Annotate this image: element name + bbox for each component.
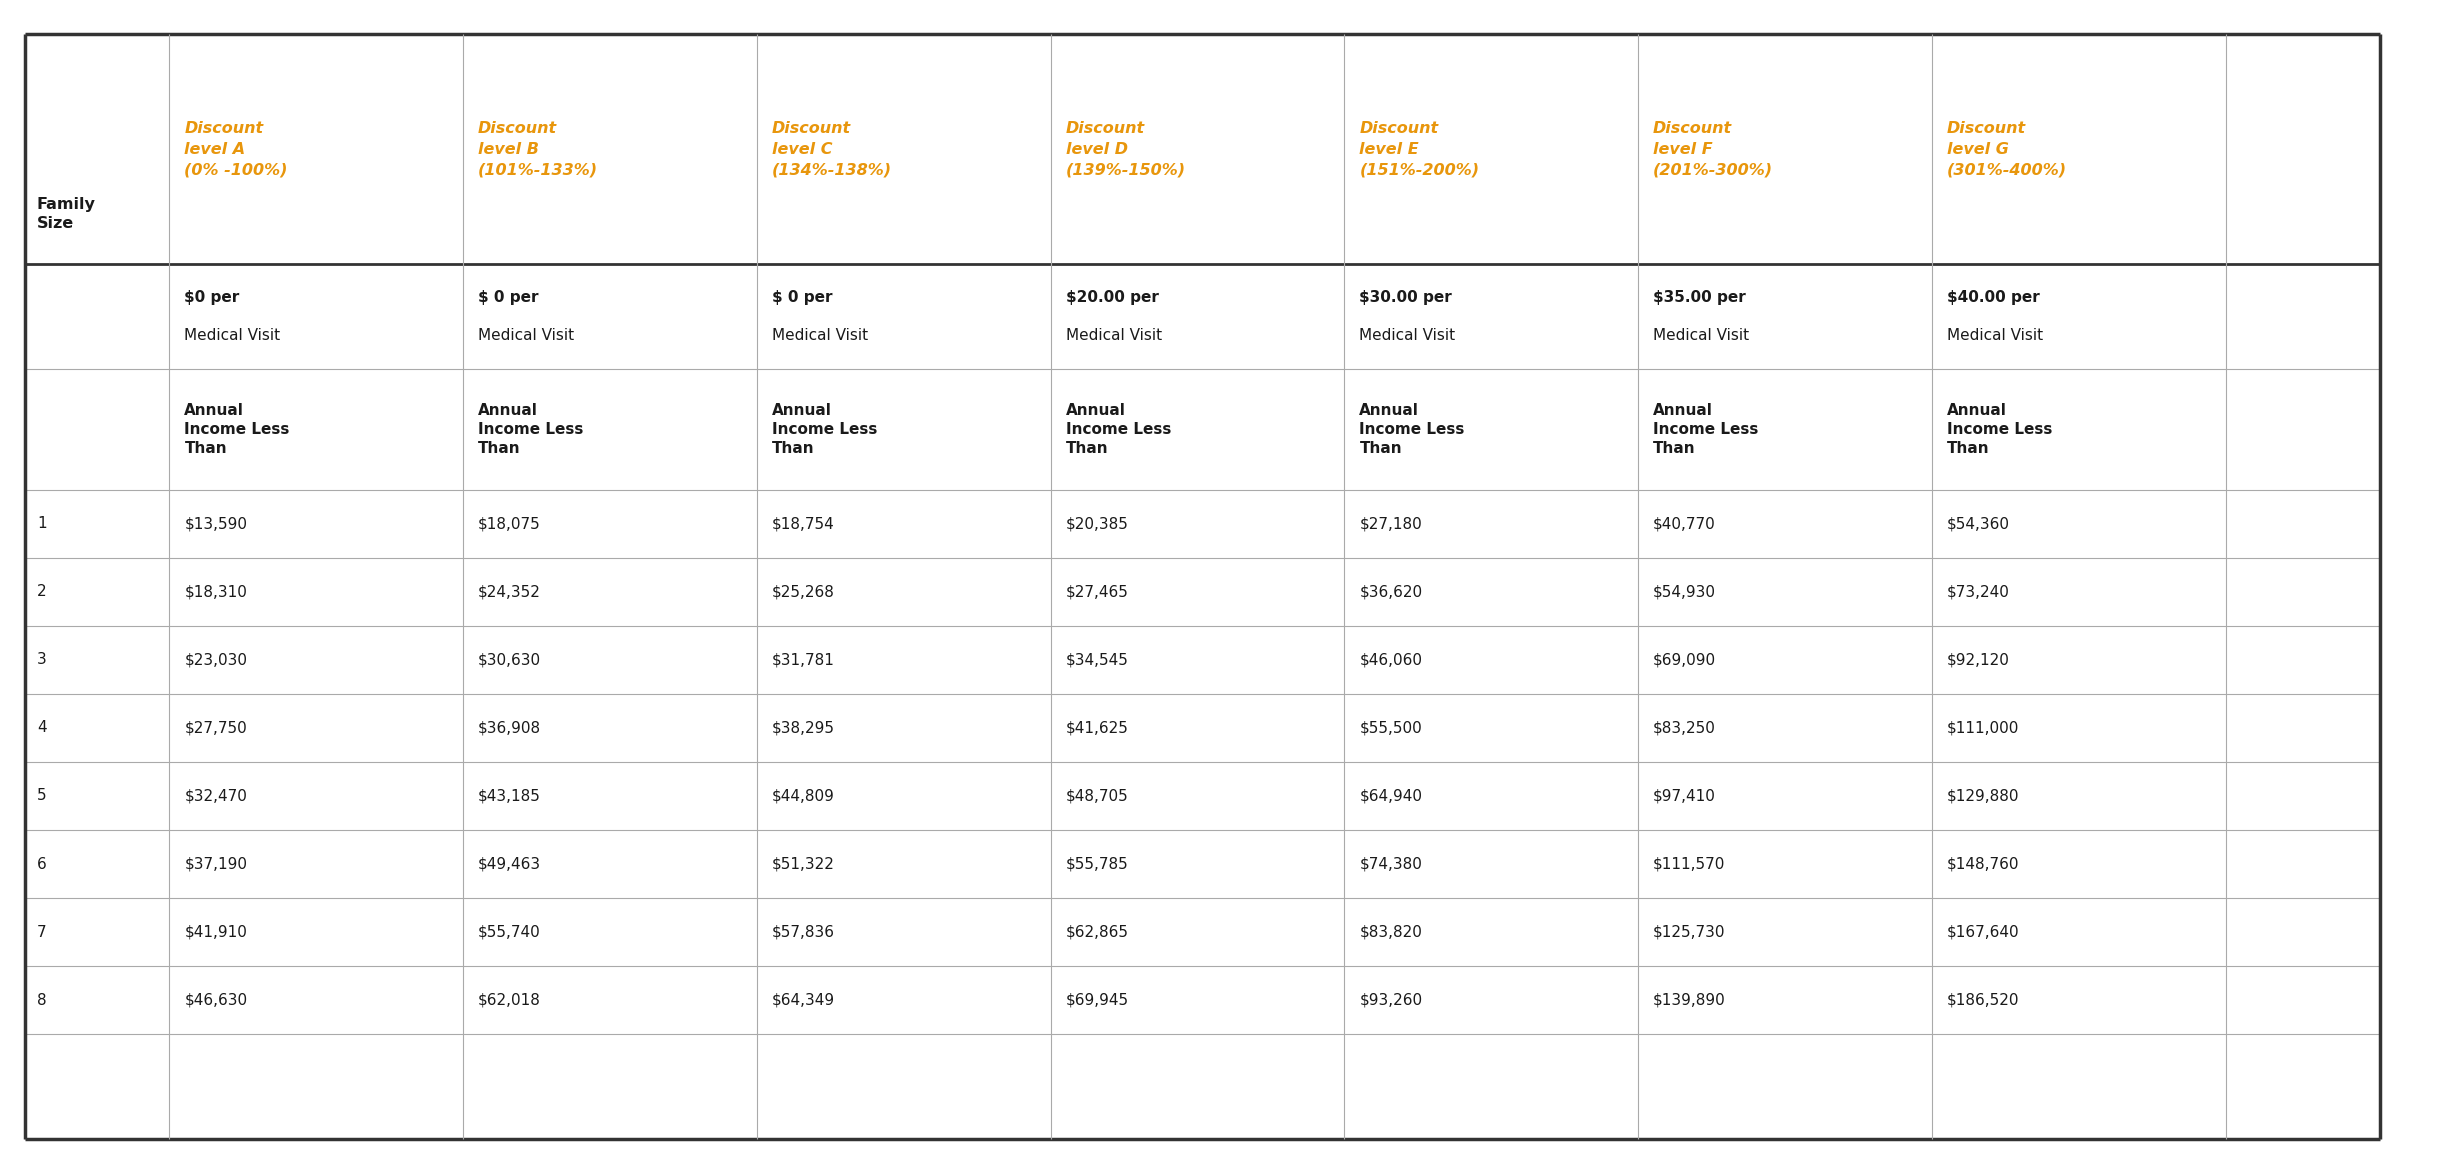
Text: $46,060: $46,060: [1360, 652, 1423, 667]
Text: Medical Visit: Medical Visit: [772, 328, 867, 343]
Text: $40.00 per: $40.00 per: [1948, 291, 2041, 305]
Text: $34,545: $34,545: [1066, 652, 1129, 667]
Text: $35.00 per: $35.00 per: [1654, 291, 1747, 305]
Text: $38,295: $38,295: [772, 721, 835, 736]
Text: $83,250: $83,250: [1654, 721, 1715, 736]
Text: 4: 4: [37, 721, 47, 736]
Text: $93,260: $93,260: [1360, 993, 1423, 1008]
Text: $41,910: $41,910: [184, 924, 247, 939]
Text: $18,310: $18,310: [184, 584, 247, 599]
Text: Medical Visit: Medical Visit: [184, 328, 279, 343]
Text: $129,880: $129,880: [1948, 788, 2019, 803]
Text: $20,385: $20,385: [1066, 516, 1129, 531]
Text: $25,268: $25,268: [772, 584, 835, 599]
Text: Annual
Income Less
Than: Annual Income Less Than: [1360, 403, 1465, 456]
Text: Discount
level C
(134%-138%): Discount level C (134%-138%): [772, 121, 892, 178]
Text: Medical Visit: Medical Visit: [1066, 328, 1161, 343]
Text: $186,520: $186,520: [1948, 993, 2019, 1008]
Text: $125,730: $125,730: [1654, 924, 1725, 939]
Text: $74,380: $74,380: [1360, 857, 1423, 872]
Text: $51,322: $51,322: [772, 857, 835, 872]
Text: Discount
level A
(0% -100%): Discount level A (0% -100%): [184, 121, 289, 178]
Text: Annual
Income Less
Than: Annual Income Less Than: [184, 403, 289, 456]
Text: Medical Visit: Medical Visit: [478, 328, 573, 343]
Text: Annual
Income Less
Than: Annual Income Less Than: [772, 403, 877, 456]
Text: $83,820: $83,820: [1360, 924, 1423, 939]
Text: $55,785: $55,785: [1066, 857, 1129, 872]
Text: $24,352: $24,352: [478, 584, 541, 599]
Text: Discount
level F
(201%-300%): Discount level F (201%-300%): [1654, 121, 1774, 178]
Text: 2: 2: [37, 584, 47, 599]
Text: $54,930: $54,930: [1654, 584, 1715, 599]
Text: Discount
level B
(101%-133%): Discount level B (101%-133%): [478, 121, 598, 178]
Text: $ 0 per: $ 0 per: [478, 291, 539, 305]
Text: $43,185: $43,185: [478, 788, 541, 803]
Text: $97,410: $97,410: [1654, 788, 1715, 803]
Text: $31,781: $31,781: [772, 652, 835, 667]
Text: Family
Size: Family Size: [37, 197, 96, 230]
Text: $0 per: $0 per: [184, 291, 240, 305]
Text: $167,640: $167,640: [1948, 924, 2019, 939]
Text: $13,590: $13,590: [184, 516, 247, 531]
Text: $69,090: $69,090: [1654, 652, 1717, 667]
Text: $41,625: $41,625: [1066, 721, 1129, 736]
Text: $23,030: $23,030: [184, 652, 247, 667]
Text: 5: 5: [37, 788, 47, 803]
Text: 1: 1: [37, 516, 47, 531]
Text: $27,180: $27,180: [1360, 516, 1421, 531]
Text: $49,463: $49,463: [478, 857, 541, 872]
Text: Medical Visit: Medical Visit: [1360, 328, 1455, 343]
Text: $92,120: $92,120: [1948, 652, 2009, 667]
Text: 7: 7: [37, 924, 47, 939]
Text: Annual
Income Less
Than: Annual Income Less Than: [1066, 403, 1171, 456]
Text: $37,190: $37,190: [184, 857, 247, 872]
Text: $111,570: $111,570: [1654, 857, 1725, 872]
Text: Medical Visit: Medical Visit: [1654, 328, 1749, 343]
Text: $54,360: $54,360: [1948, 516, 2009, 531]
Text: $64,940: $64,940: [1360, 788, 1423, 803]
Text: Annual
Income Less
Than: Annual Income Less Than: [478, 403, 583, 456]
Text: $46,630: $46,630: [184, 993, 247, 1008]
Text: $36,620: $36,620: [1360, 584, 1423, 599]
Text: $48,705: $48,705: [1066, 788, 1129, 803]
Text: $62,865: $62,865: [1066, 924, 1129, 939]
Text: Discount
level G
(301%-400%): Discount level G (301%-400%): [1948, 121, 2068, 178]
Text: $55,740: $55,740: [478, 924, 541, 939]
Text: $64,349: $64,349: [772, 993, 835, 1008]
Text: $139,890: $139,890: [1654, 993, 1725, 1008]
Text: $69,945: $69,945: [1066, 993, 1129, 1008]
Text: Medical Visit: Medical Visit: [1948, 328, 2043, 343]
Text: $ 0 per: $ 0 per: [772, 291, 833, 305]
Text: 8: 8: [37, 993, 47, 1008]
Text: $30.00 per: $30.00 per: [1360, 291, 1453, 305]
Text: Discount
level E
(151%-200%): Discount level E (151%-200%): [1360, 121, 1480, 178]
Text: $18,075: $18,075: [478, 516, 541, 531]
Text: Annual
Income Less
Than: Annual Income Less Than: [1948, 403, 2053, 456]
Text: $148,760: $148,760: [1948, 857, 2019, 872]
Text: Discount
level D
(139%-150%): Discount level D (139%-150%): [1066, 121, 1186, 178]
Text: $62,018: $62,018: [478, 993, 541, 1008]
Text: $36,908: $36,908: [478, 721, 541, 736]
Text: $32,470: $32,470: [184, 788, 247, 803]
Text: $111,000: $111,000: [1948, 721, 2019, 736]
Text: 6: 6: [37, 857, 47, 872]
Text: $20.00 per: $20.00 per: [1066, 291, 1159, 305]
Text: $44,809: $44,809: [772, 788, 835, 803]
Text: Annual
Income Less
Than: Annual Income Less Than: [1654, 403, 1759, 456]
Text: $30,630: $30,630: [478, 652, 541, 667]
Text: $27,750: $27,750: [184, 721, 247, 736]
Text: $27,465: $27,465: [1066, 584, 1129, 599]
Text: $57,836: $57,836: [772, 924, 835, 939]
Text: $55,500: $55,500: [1360, 721, 1421, 736]
Text: 3: 3: [37, 652, 47, 667]
Text: $73,240: $73,240: [1948, 584, 2009, 599]
Text: $18,754: $18,754: [772, 516, 835, 531]
Text: $40,770: $40,770: [1654, 516, 1715, 531]
